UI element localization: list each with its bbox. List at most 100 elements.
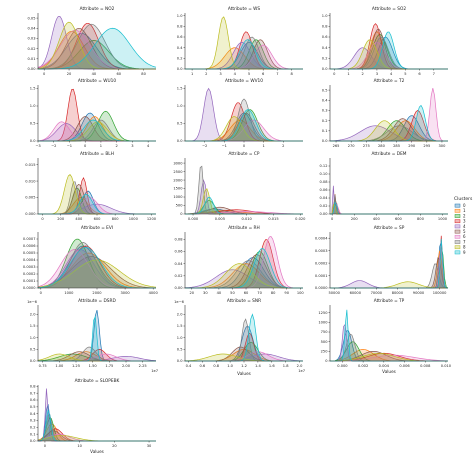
y-tick-label: 0.04 [319,196,328,200]
x-tick-label: 60000 [350,291,362,295]
x-tick-label: 4 [147,144,150,148]
density-area-cluster-4 [330,185,448,214]
y-tick-label: 0.4 [322,46,328,50]
y-tick-label: 0.06 [174,250,183,254]
density-area-cluster-6 [185,236,303,288]
density-area-cluster-9 [38,410,156,441]
y-tick-label: 0.0001 [315,274,328,278]
x-tick-label: 2 [282,144,284,148]
x-tick-label: 2.0 [297,364,303,368]
x-tick-label: 200 [351,217,359,221]
density-area-cluster-5 [185,254,303,288]
y-tick-label: 1.0 [30,104,36,108]
density-area-cluster-6 [185,45,303,69]
y-tick-label: 0.8 [30,385,36,389]
x-tick-label: 5 [404,72,406,76]
y-tick-label: 0.00 [319,212,328,216]
density-line-cluster-6 [329,354,449,362]
x-tick-label: 270 [348,144,356,148]
density-area-cluster-0 [330,115,448,141]
x-tick-label: 3 [219,72,221,76]
y-tick-label: 1250 [318,311,328,315]
density-line-cluster-8 [330,204,448,215]
density-area-cluster-5 [330,118,448,141]
y-tick-label: 0.005 [25,196,35,200]
x-tick-label: 0.4 [186,364,192,368]
x-tick-label: 0.006 [399,364,410,368]
density-line-cluster-3 [329,202,448,215]
density-area-cluster-0 [185,326,303,361]
y-tick-label: 0.04 [27,26,36,30]
density-area-cluster-7 [185,37,303,69]
panel-title: Attribute = WS [228,6,261,12]
y-tick-label: 2000 [173,178,183,182]
density-area-cluster-7 [185,260,303,288]
legend-label-6: 6 [463,234,466,239]
y-tick-label: 0.02 [319,204,327,208]
y-tick-label: 0.02 [27,47,35,51]
panel-title: Attribute = DSRD [78,298,116,304]
x-tick-label: 2.00 [122,364,131,368]
y-tick-label: 3000 [173,161,183,165]
y-tick-label: 0.5 [30,122,36,126]
y-tick-label: 1500 [173,187,183,191]
x-tick-label: 4 [390,72,393,76]
density-area-cluster-7 [38,120,156,141]
density-area-cluster-5 [38,116,156,141]
x-tick-label: 600 [395,217,403,221]
legend-swatch-3 [454,219,461,224]
density-line-cluster-6 [184,211,304,215]
density-area-cluster-2 [185,39,303,69]
x-tick-label: 0 [40,291,43,295]
x-tick-label: −1 [222,144,227,148]
x-tick-label: 20 [67,72,72,76]
x-tick-label: 20 [189,291,194,295]
density-area-cluster-4 [330,280,448,288]
x-tick-label: 0.008 [420,364,431,368]
y-tick-label: 0.10 [319,172,328,176]
x-tick-label: 5 [248,72,250,76]
density-area-cluster-8 [330,204,448,214]
x-tick-label: 2 [116,144,118,148]
y-tick-label: 0.02 [174,274,182,278]
y-tick-label: 0.0003 [315,249,328,253]
density-area-cluster-2 [185,200,303,214]
x-tick-label: 400 [373,217,381,221]
density-area-cluster-9 [38,120,156,141]
density-area-cluster-9 [185,109,303,141]
density-area-cluster-5 [38,256,156,288]
density-area-cluster-6 [330,42,448,69]
y-tick-label: 0.0001 [23,279,36,283]
density-area-cluster-4 [38,249,156,288]
y-tick-label: 1.0 [177,14,183,18]
x-tick-label: 0.004 [379,364,390,368]
panel-0: Attribute = NO2 0 20 40 60 80 0.00 0.01 0.02 0.03… [27,6,157,76]
density-line-cluster-1 [329,194,448,215]
y-tick-label: 0.5 [30,405,36,409]
x-tick-label: 60 [116,72,121,76]
density-line-cluster-6 [329,203,448,215]
y-tick-label: 0.0004 [23,258,36,262]
density-area-cluster-4 [38,123,156,141]
x-tick-label: 0 [44,444,47,448]
panel-title: Attribute = SNR [227,298,261,304]
y-tick-label: 0.015 [25,163,35,167]
density-area-cluster-4 [185,42,303,69]
y-tick-label: 0.7 [30,391,36,395]
density-area-cluster-0 [330,199,448,214]
density-area-cluster-9 [185,197,303,214]
x-tick-label: 0.000 [188,217,199,221]
x-axis-label: Values [237,371,251,376]
legend-swatch-1 [454,208,461,213]
x-tick-label: 295 [423,144,430,148]
x-tick-label: −2 [51,144,56,148]
density-area-cluster-0 [330,37,448,69]
x-tick-label: 600 [94,217,102,221]
density-area-cluster-8 [38,260,156,288]
y-tick-label: 0.0004 [315,236,328,240]
y-tick-label: 0.00 [174,286,183,290]
panel-title: Attribute = SP [374,225,405,231]
panel-1: Attribute = WS 1 2 3 4 5 6 7 8 0.0 0.2 0.4 0.6 0.8 1.0 [177,6,303,76]
x-tick-label: 100000 [433,291,447,295]
x-tick-label: 100 [297,291,305,295]
